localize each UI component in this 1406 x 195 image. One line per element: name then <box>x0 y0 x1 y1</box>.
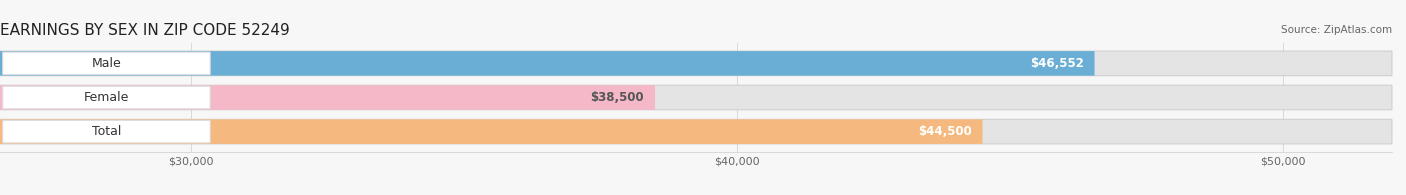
Text: $38,500: $38,500 <box>591 91 644 104</box>
Text: Male: Male <box>91 57 121 70</box>
FancyBboxPatch shape <box>0 119 1392 144</box>
FancyBboxPatch shape <box>3 120 209 143</box>
FancyBboxPatch shape <box>0 51 1392 76</box>
FancyBboxPatch shape <box>0 85 1392 110</box>
Text: Total: Total <box>91 125 121 138</box>
FancyBboxPatch shape <box>3 52 209 75</box>
FancyBboxPatch shape <box>0 51 1094 76</box>
Text: EARNINGS BY SEX IN ZIP CODE 52249: EARNINGS BY SEX IN ZIP CODE 52249 <box>0 23 290 38</box>
Text: Source: ZipAtlas.com: Source: ZipAtlas.com <box>1281 25 1392 35</box>
FancyBboxPatch shape <box>0 119 983 144</box>
FancyBboxPatch shape <box>0 85 655 110</box>
Text: Female: Female <box>84 91 129 104</box>
FancyBboxPatch shape <box>3 86 209 109</box>
Text: $44,500: $44,500 <box>918 125 972 138</box>
Text: $46,552: $46,552 <box>1029 57 1084 70</box>
